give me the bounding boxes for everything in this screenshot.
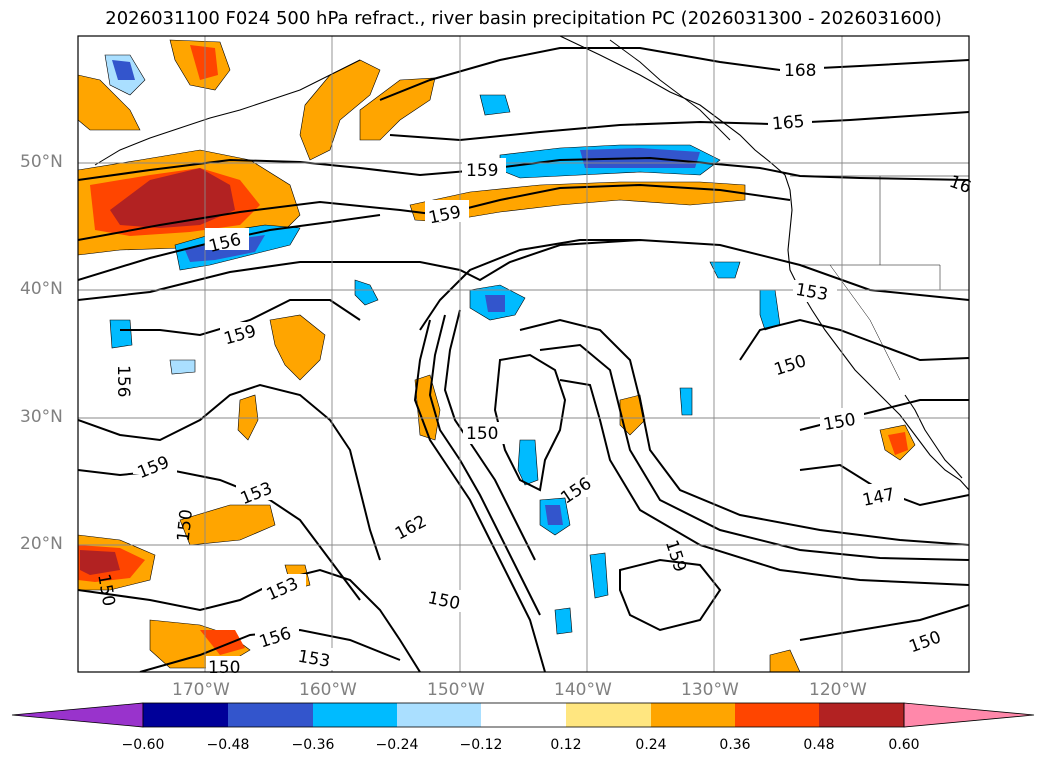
colorbar-bin: [651, 703, 735, 727]
positive-anomaly-area: [888, 432, 908, 455]
contour-168: [379, 47, 969, 101]
north-america-coastline: [559, 36, 969, 491]
contour-south-closed: [619, 558, 722, 632]
colorbar-tick-label: 0.24: [635, 737, 667, 753]
positive-anomaly-area: [80, 550, 120, 575]
state-borders: [800, 176, 941, 381]
positive-anomaly-area: [619, 394, 646, 436]
negative-anomaly-area: [679, 387, 693, 416]
baja-california-coastline: [904, 394, 963, 479]
negative-anomaly-area: [709, 261, 741, 279]
lon-label: 120°W: [809, 680, 867, 700]
positive-anomaly-area: [190, 45, 218, 80]
contour-label: 150: [466, 424, 498, 444]
positive-anomaly-area: [414, 374, 441, 441]
positive-anomaly-area: [200, 630, 245, 655]
contour-ridge-3: [559, 379, 969, 586]
contour-label: 150: [174, 508, 197, 542]
colorbar-tick-label: −0.24: [375, 737, 419, 753]
negative-anomaly-area: [169, 359, 196, 375]
contour-west-1: [78, 383, 381, 561]
colorbar-tick-label: −0.36: [291, 737, 335, 753]
colorbar-bin: [397, 703, 481, 727]
lat-label: 30°N: [20, 407, 63, 427]
coastlines: [94, 36, 969, 491]
positive-anomaly-area: [110, 168, 235, 228]
aleutian-islands: [94, 59, 361, 166]
colorbar-bin: [735, 703, 819, 727]
positive-anomaly-area: [237, 394, 259, 441]
lat-label: 50°N: [20, 152, 63, 172]
lon-label: 170°W: [172, 680, 230, 700]
colorbar-tick-label: 0.60: [888, 737, 920, 753]
colorbar-tick-label: −0.12: [459, 737, 503, 753]
contour-label: 156: [113, 365, 133, 397]
colorbar-tick-label: 0.12: [550, 737, 582, 753]
colorbar-tick-label: 0.36: [719, 737, 751, 753]
colorbar-tick-label: −0.60: [121, 737, 165, 753]
negative-anomaly-area: [759, 289, 781, 331]
colorbar-extend-low: [11, 702, 144, 728]
contour-label: 165: [771, 112, 805, 135]
colorbar-bin: [566, 703, 651, 727]
colorbar-bin: [313, 703, 397, 727]
contour-label: 150: [822, 410, 857, 435]
positive-anomaly-area: [78, 74, 141, 131]
contour-153-a: [78, 238, 969, 301]
contours: [78, 47, 969, 672]
colorbar: [11, 702, 1035, 728]
lat-label: 40°N: [20, 279, 63, 299]
lon-label: 150°W: [427, 680, 485, 700]
negative-anomaly-area: [112, 60, 135, 80]
colorbar-tick-label: 0.48: [803, 737, 835, 753]
negative-anomaly-area: [545, 505, 563, 525]
negative-anomaly-area: [554, 607, 573, 635]
graticule: [78, 36, 969, 672]
colorbar-bin: [228, 703, 313, 727]
negative-anomaly-area: [517, 439, 539, 486]
contour-label: 168: [784, 61, 816, 81]
contour-150-east: [739, 318, 969, 362]
contour-west-5: [120, 299, 361, 337]
contour-southeast: [799, 604, 969, 641]
positive-anomaly-area: [769, 649, 801, 672]
colorbar-extend-high: [903, 702, 1035, 728]
contour-153-b: [419, 239, 640, 331]
lon-label: 130°W: [681, 680, 739, 700]
map-frame: [77, 35, 970, 673]
colorbar-bin: [481, 703, 566, 727]
contour-165: [389, 111, 969, 142]
contour-ridge-2: [539, 343, 969, 561]
contour-label: 159: [466, 161, 498, 181]
lon-label: 140°W: [554, 680, 612, 700]
negative-anomaly-area: [485, 295, 505, 312]
positive-anomaly-area: [269, 314, 326, 381]
negative-anomaly-area: [109, 319, 133, 349]
colorbar-bin: [819, 703, 904, 727]
contour-label: 159: [661, 538, 690, 575]
positive-anomaly-area: [359, 77, 436, 141]
lon-label: 160°W: [299, 680, 357, 700]
precipitation-shading: [78, 39, 916, 672]
negative-anomaly-area: [589, 552, 609, 599]
colorbar-bin: [143, 703, 228, 727]
alaska-panhandle-coastline: [609, 39, 731, 141]
contour-label: 150: [93, 572, 118, 607]
map-title: 2026031100 F024 500 hPa refract., river …: [105, 8, 942, 29]
contour-label: 150: [208, 658, 240, 678]
negative-anomaly-area: [479, 94, 511, 116]
colorbar-tick-label: −0.48: [206, 737, 250, 753]
lat-label: 20°N: [20, 534, 63, 554]
negative-anomaly-area: [354, 279, 379, 306]
